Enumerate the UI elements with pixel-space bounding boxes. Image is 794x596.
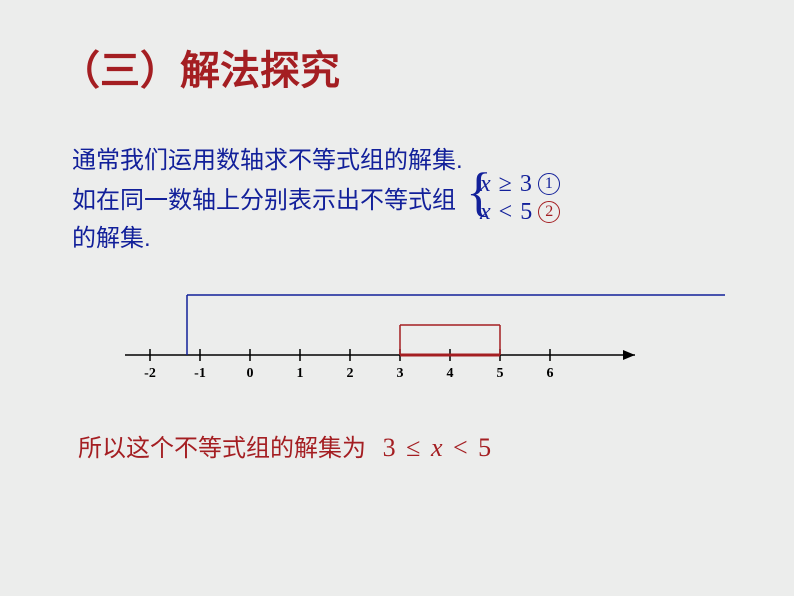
concl-op2: <: [449, 433, 472, 462]
inequality-2: x < 5 2: [480, 198, 560, 226]
body-line-3: 的解集.: [72, 218, 151, 253]
eq2-val: 5: [520, 199, 532, 225]
body-line-2: 如在同一数轴上分别表示出不等式组: [72, 180, 456, 215]
svg-text:2: 2: [347, 366, 354, 381]
eq1-val: 3: [520, 171, 532, 197]
svg-text:6: 6: [547, 366, 554, 381]
number-line-svg: -2 -1 0 1 2 3 4 5 6: [105, 285, 725, 395]
svg-text:4: 4: [447, 366, 454, 381]
eq1-label: 1: [538, 173, 560, 195]
concl-lhs: 3: [383, 433, 396, 462]
svg-text:0: 0: [247, 366, 254, 381]
eq2-op: <: [497, 199, 515, 225]
svg-text:1: 1: [297, 366, 304, 381]
conclusion-prefix: 所以这个不等式组的解集为: [78, 435, 366, 462]
concl-rhs: 5: [478, 433, 491, 462]
body-line-1: 通常我们运用数轴求不等式组的解集.: [72, 140, 463, 175]
svg-text:3: 3: [397, 366, 404, 381]
svg-text:-2: -2: [144, 366, 156, 381]
eq2-label: 2: [538, 201, 560, 223]
eq1-op: ≥: [497, 171, 514, 197]
svg-text:-1: -1: [194, 366, 206, 381]
concl-var: x: [431, 433, 443, 462]
section-title: （三）解法探究: [60, 38, 340, 96]
inequality-1: x ≥ 3 1: [480, 170, 560, 198]
left-brace-icon: {: [466, 165, 492, 219]
number-line-diagram: -2 -1 0 1 2 3 4 5 6: [105, 285, 725, 395]
svg-text:5: 5: [497, 366, 504, 381]
concl-op1: ≤: [402, 433, 424, 462]
inequality-system: { x ≥ 3 1 x < 5 2: [480, 170, 560, 226]
conclusion-text: 所以这个不等式组的解集为 3 ≤ x < 5: [78, 428, 491, 463]
